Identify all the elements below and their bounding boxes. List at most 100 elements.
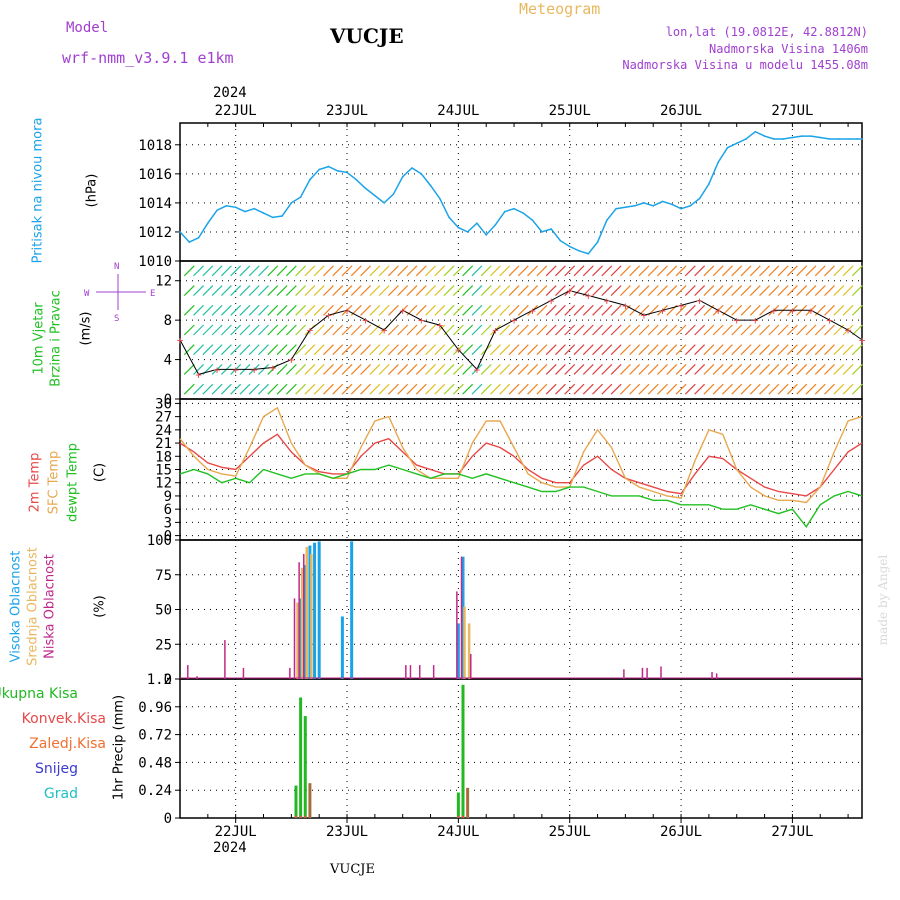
wind-gust-marker: + (789, 304, 796, 317)
wind-barb (666, 324, 678, 336)
wind-barb (285, 364, 297, 375)
low-cloud-bar (298, 562, 300, 679)
wind-barb (267, 324, 279, 336)
low-cloud-bar (405, 665, 407, 679)
pressure-point (763, 135, 766, 137)
y-tick-label: 0 (164, 672, 172, 688)
wind-barb (527, 383, 539, 395)
wind-barb (629, 324, 641, 336)
wind-barb (350, 285, 362, 296)
wind-barb (582, 285, 594, 296)
wind-barb (555, 364, 566, 375)
pressure-point (225, 205, 228, 207)
x-tick-label-top: 26JUL (660, 103, 702, 119)
wind-gust-marker: + (826, 314, 833, 327)
y-tick-label: 3 (164, 515, 172, 531)
wind-barb (230, 265, 242, 277)
wind-barb (276, 364, 288, 375)
wind-barb (582, 383, 594, 395)
wind-barb (480, 304, 492, 316)
wind-barb (555, 383, 566, 395)
conv-precip-bar (462, 815, 465, 818)
wind-barb (387, 383, 399, 395)
wind-barb (220, 285, 232, 296)
low-cloud-bar (303, 553, 305, 679)
y-tick-label: 1012 (138, 225, 172, 241)
wind-barb (304, 383, 316, 395)
wind-barb (434, 383, 446, 395)
wind-barb (313, 344, 325, 356)
wind-barb (712, 383, 724, 395)
wind-barb (647, 383, 659, 395)
wind-barb (731, 304, 743, 316)
wind-barb (202, 285, 214, 296)
pressure-point (606, 219, 608, 222)
x-tick-label-bottom: 25JUL (549, 824, 591, 840)
wind-barb (805, 383, 817, 395)
wind-barb (341, 383, 353, 395)
high-cloud-bar (303, 565, 307, 679)
wind-barb (564, 304, 576, 316)
wind-barb (768, 285, 780, 296)
pressure-point (726, 146, 729, 149)
wind-barb (842, 383, 854, 395)
wind-barb (768, 344, 780, 356)
wind-barb (712, 324, 724, 336)
wind-barb (387, 364, 399, 375)
panel-frame (179, 678, 863, 819)
pressure-point (420, 173, 423, 175)
wind-barb (369, 364, 381, 375)
wind-barb (248, 324, 260, 336)
wind-barb (610, 383, 622, 395)
wind-barb (397, 344, 409, 356)
wind-barb (786, 383, 798, 395)
low-cloud-bar (460, 556, 463, 679)
wind-barb (313, 265, 325, 277)
wind-barb (694, 383, 706, 395)
x-tick-label-bottom: 23JUL (326, 824, 368, 840)
wind-barb (833, 364, 845, 375)
wind-barb (369, 265, 381, 277)
low-cloud-bar (660, 666, 662, 679)
wind-barb (805, 285, 817, 296)
pressure-point (550, 228, 552, 230)
wind-barb (842, 364, 854, 375)
wind-barb (193, 285, 204, 296)
wind-barb (712, 364, 724, 375)
y-tick-label: 0.48 (138, 755, 172, 771)
wind-barb (332, 344, 344, 356)
wind-barb (508, 265, 520, 277)
wind-barb (675, 383, 687, 395)
wind-barb (313, 285, 325, 296)
wind-barb (248, 383, 260, 395)
wind-barb (350, 324, 362, 336)
wind-barb (833, 285, 845, 296)
wind-barb (193, 364, 204, 375)
wind-barb (629, 265, 641, 277)
wind-barb (480, 285, 492, 296)
legend-hail: Grad (43, 786, 78, 802)
pressure-point (374, 194, 376, 197)
low-cloud-bar (715, 673, 718, 679)
wind-barb (749, 364, 761, 375)
wind-barb (814, 265, 826, 277)
wind-barb (731, 324, 743, 336)
legend-conv-rain: Konvek.Kisa (21, 711, 106, 727)
wind-barb (777, 344, 789, 356)
wind-barb (480, 364, 492, 375)
wind-barb (183, 324, 195, 336)
wind-barb (397, 364, 409, 375)
y-tick-label: 27 (155, 410, 172, 426)
wind-barb (239, 304, 251, 316)
wind-barb (527, 265, 539, 277)
wind-barb (777, 364, 789, 375)
wind-barb (555, 265, 566, 277)
wind-barb (851, 344, 863, 356)
wind-barb (517, 265, 529, 277)
wind-barb (629, 344, 641, 356)
wind-barb (824, 304, 835, 316)
wind-barb (712, 285, 724, 296)
wind-barb (230, 304, 242, 316)
